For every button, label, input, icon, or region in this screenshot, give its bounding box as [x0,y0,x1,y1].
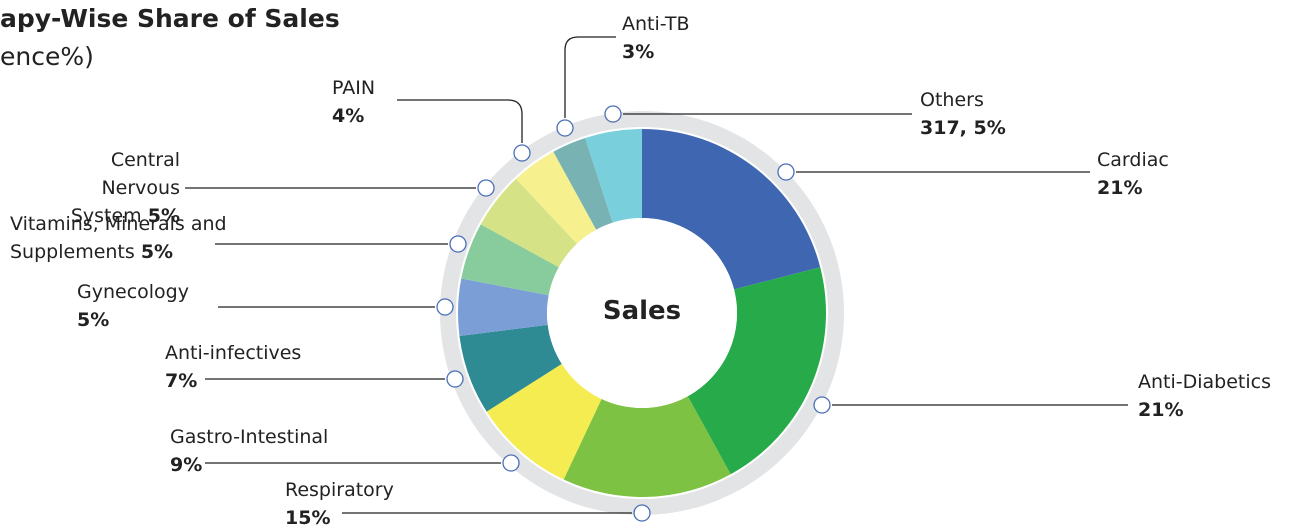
slice-label: Gynecology 5% [77,278,189,334]
slice-label: Anti-infectives 7% [165,339,301,395]
category-name: Anti-Diabetics [1138,371,1271,393]
slice-label: Vitamins, Minerals and Supplements 5% [10,210,272,266]
category-name: Others [920,89,984,111]
value-label: 4% [332,105,365,127]
leader-dot [449,235,467,253]
slice-label: Others 317, 5% [920,86,1006,142]
leader-dot [477,179,495,197]
value-label: 5% [140,241,174,263]
value-label: 21% [1097,177,1143,199]
slice-label: Anti-Diabetics 21% [1138,368,1271,424]
leader-dot [446,370,464,388]
center-label: Sales [602,296,682,326]
donut-hole [547,218,737,408]
slice-label: Respiratory 15% [285,476,394,529]
slice-label: Central Nervous System 5% [30,146,180,230]
leader-dot [813,396,831,414]
donut-slice [459,324,562,412]
slice-label: Cardiac 21% [1097,146,1169,202]
chart-subtitle: ence%) [0,42,94,71]
value-label: 5% [77,309,110,331]
leader-dot [604,105,622,123]
category-name: Anti-TB [622,13,690,35]
donut-slice [480,178,577,268]
donut-slice [553,138,613,230]
category-name: Respiratory [285,479,394,501]
value-label: 15% [285,507,331,529]
slice-label: Gastro-Intestinal 9% [170,423,328,479]
donut-slice [563,396,731,497]
category-name: Central Nervous System [70,149,180,227]
donut-slice [687,267,826,475]
donut-slice [486,363,602,480]
donut-slice [642,129,821,290]
leader-dot [513,144,531,162]
donut-slice [458,278,549,337]
donut-slice [516,151,597,244]
donut-slice [585,129,642,223]
category-name: Gynecology [77,281,189,303]
category-name: Gastro-Intestinal [170,426,329,448]
leader-line [397,99,523,143]
leader-dot [633,504,651,522]
value-label: 9% [170,454,203,476]
value-label: 3% [622,41,655,63]
leader-dot [556,119,574,137]
value-label: 7% [165,370,198,392]
value-label: 21% [1138,399,1184,421]
donut-slice [461,224,559,296]
leader-dot [436,298,454,316]
category-name: Cardiac [1097,149,1169,171]
value-label: 317, 5% [920,117,1006,139]
slice-label: Anti-TB 3% [622,10,690,66]
slice-label: PAIN 4% [332,74,375,130]
category-name: Vitamins, Minerals and Supplements [10,213,227,263]
category-name: Anti-infectives [165,342,302,364]
leader-dot [502,454,520,472]
category-name: PAIN [332,77,376,99]
value-label: 5% [147,205,180,227]
leader-dot [777,163,795,181]
leader-line [564,36,616,118]
chart-title: apy-Wise Share of Sales [0,4,340,33]
